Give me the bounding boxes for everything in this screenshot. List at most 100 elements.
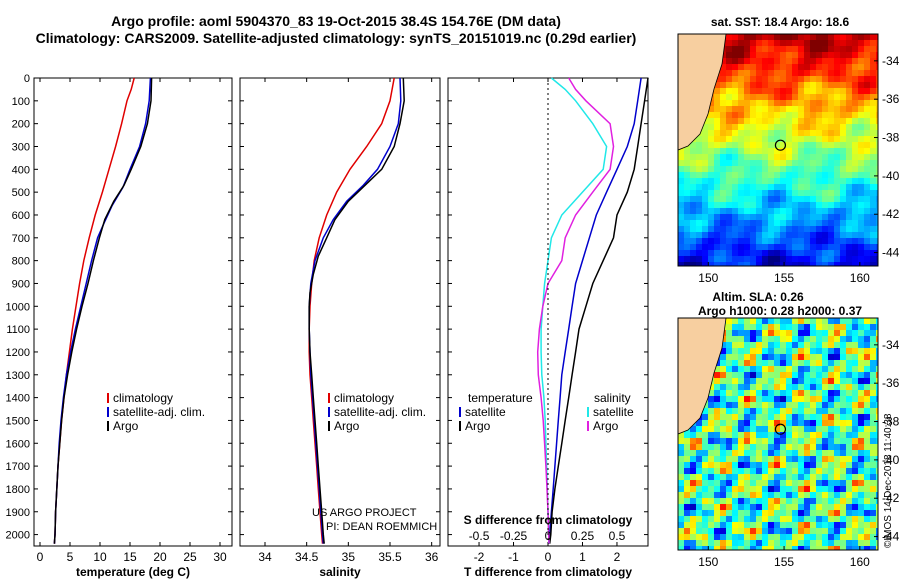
map-cell <box>810 330 817 337</box>
map-cell <box>750 480 757 487</box>
map-cell <box>804 130 811 137</box>
map-cell <box>780 378 787 385</box>
map-cell <box>810 354 817 361</box>
map-cell <box>684 208 691 215</box>
map-cell <box>816 366 823 373</box>
map-cell <box>828 372 835 379</box>
map-cell <box>744 480 751 487</box>
map-cell <box>684 492 691 499</box>
map-cell <box>840 342 847 349</box>
map-cell <box>840 492 847 499</box>
map-cell <box>834 52 841 59</box>
map-cell <box>762 124 769 131</box>
map-cell <box>750 408 757 415</box>
map-cell <box>822 82 829 89</box>
map-cell <box>768 384 775 391</box>
map-cell <box>822 142 829 149</box>
map-cell <box>756 330 763 337</box>
map-cell <box>714 244 721 251</box>
map-cell <box>756 244 763 251</box>
map-cell <box>834 70 841 77</box>
map-cell <box>816 432 823 439</box>
map-cell <box>864 178 871 185</box>
map-cell <box>792 510 799 517</box>
map-cell <box>726 76 733 83</box>
map-cell <box>846 510 853 517</box>
map-cell <box>708 118 715 125</box>
map-cell <box>744 402 751 409</box>
map-cell <box>828 124 835 131</box>
map-cell <box>708 486 715 493</box>
map-cell <box>852 160 859 167</box>
map-cell <box>834 324 841 331</box>
map-frame <box>677 33 879 267</box>
map-cell <box>774 450 781 457</box>
map-cell <box>822 220 829 227</box>
map-cell <box>840 414 847 421</box>
map-cell <box>726 250 733 257</box>
map-cell <box>834 82 841 89</box>
map-cell <box>816 378 823 385</box>
map-cell <box>780 426 787 433</box>
map-cell <box>786 256 793 263</box>
map-cell <box>756 118 763 125</box>
map-cell <box>744 492 751 499</box>
map-cell <box>876 262 879 267</box>
lon-tick-label: 155 <box>774 271 794 285</box>
map-cell <box>750 528 757 535</box>
map-cell <box>750 58 757 65</box>
map-cell <box>708 226 715 233</box>
map-cell <box>840 450 847 457</box>
map-cell <box>720 510 727 517</box>
map-cell <box>696 238 703 245</box>
map-cell <box>738 342 745 349</box>
map-cell <box>780 354 787 361</box>
map-cell <box>774 510 781 517</box>
map-cell <box>840 34 847 41</box>
map-cell <box>738 76 745 83</box>
map-cell <box>858 480 865 487</box>
map-cell <box>858 354 865 361</box>
map-cell <box>816 384 823 391</box>
map-cell <box>804 154 811 161</box>
map-cell <box>876 546 879 551</box>
map-cell <box>744 504 751 511</box>
map-cell <box>834 226 841 233</box>
map-cell <box>744 130 751 137</box>
map-cell <box>732 486 739 493</box>
map-cell <box>780 486 787 493</box>
plot-frame <box>239 77 441 547</box>
map-cell <box>804 378 811 385</box>
map-cell <box>828 426 835 433</box>
map-cell <box>852 510 859 517</box>
map-cell <box>780 360 787 367</box>
map-cell <box>750 88 757 95</box>
map-cell <box>714 510 721 517</box>
map-cell <box>678 504 685 511</box>
map-cell <box>816 196 823 203</box>
map-cell <box>756 402 763 409</box>
map-cell <box>792 516 799 523</box>
map-cell <box>738 402 745 409</box>
map-cell <box>762 372 769 379</box>
map-cell <box>810 498 817 505</box>
map-cell <box>834 130 841 137</box>
map-cell <box>744 70 751 77</box>
map-cell <box>810 70 817 77</box>
map-cell <box>702 148 709 155</box>
map-cell <box>816 330 823 337</box>
map-cell <box>852 528 859 535</box>
map-cell <box>768 94 775 101</box>
map-cell <box>846 34 853 41</box>
map-cell <box>864 522 871 529</box>
map-cell <box>774 444 781 451</box>
map-cell <box>840 420 847 427</box>
map-cell <box>696 190 703 197</box>
map-cell <box>876 318 879 325</box>
map-cell <box>708 244 715 251</box>
map-cell <box>744 372 751 379</box>
map-cell <box>756 366 763 373</box>
map-cell <box>774 250 781 257</box>
map-cell <box>834 64 841 71</box>
map-cell <box>690 154 697 161</box>
